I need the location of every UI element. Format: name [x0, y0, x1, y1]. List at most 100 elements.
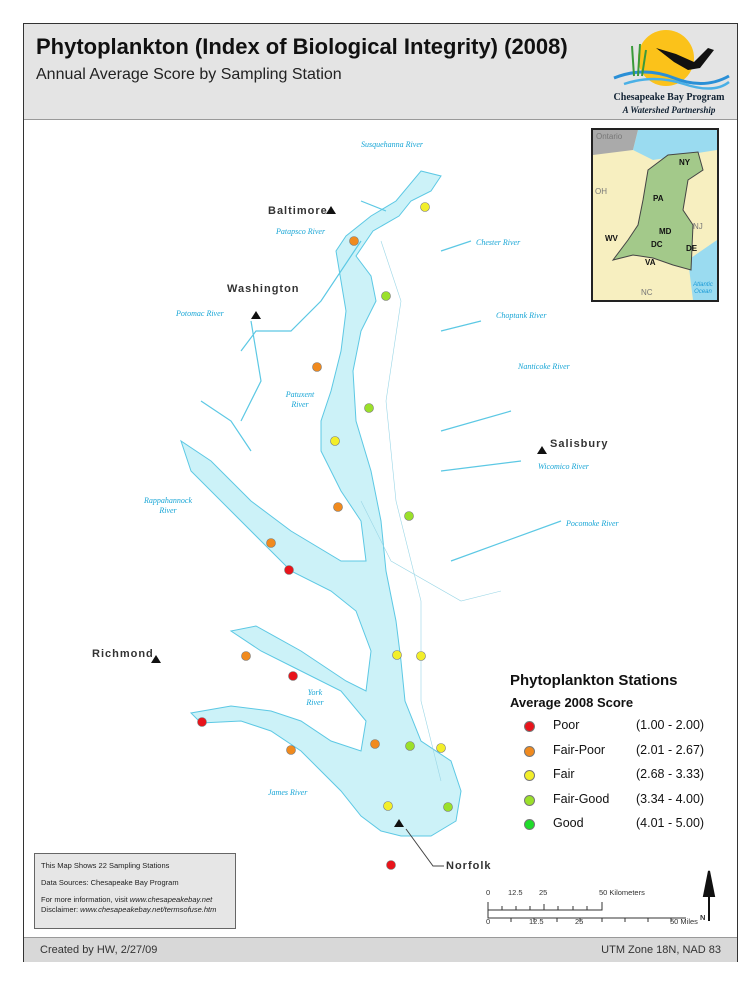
footer-projection: UTM Zone 18N, NAD 83 [601, 944, 721, 956]
north-label: N [700, 913, 706, 922]
city-label-norfolk: Norfolk [446, 860, 492, 872]
legend-class-range: (2.68 - 3.33) [636, 767, 705, 781]
city-label-richmond: Richmond [92, 648, 154, 660]
legend-class-range: (3.34 - 4.00) [636, 791, 705, 806]
inset-label-atlantic: Atlantic Ocean [693, 282, 713, 295]
river-label-york: York River [306, 688, 324, 707]
salisbury-marker-icon [537, 446, 547, 454]
legend-class-range: (2.01 - 2.67) [636, 742, 705, 757]
sampling-station-14[interactable] [288, 671, 298, 681]
legend-dot-icon [524, 745, 535, 757]
info-disclaimer-link[interactable]: www.chesapeakebay.net/termsofuse.htm [80, 905, 217, 914]
sampling-station-17[interactable] [405, 741, 415, 751]
map-title: Phytoplankton (Index of Biological Integ… [36, 34, 568, 59]
bay-map [151, 170, 716, 921]
inset-label-nj: NJ [693, 222, 703, 231]
scale-km-12: 12.5 [508, 888, 523, 897]
richmond-marker-icon [151, 655, 161, 663]
sampling-station-7[interactable] [333, 502, 343, 512]
river-label-pocomoke: Pocomoke River [566, 519, 619, 528]
legend-item-poor: Poor (1.00 - 2.00) [510, 718, 720, 743]
city-label-salisbury: Salisbury [550, 438, 609, 450]
river-label-susquehanna: Susquehanna River [361, 140, 423, 149]
baltimore-marker-icon [326, 206, 336, 214]
sampling-station-3[interactable] [381, 291, 391, 301]
legend-title: Phytoplankton Stations [510, 672, 678, 689]
scale-bar [487, 902, 686, 922]
sampling-station-6[interactable] [330, 436, 340, 446]
info-box: This Map Shows 22 Sampling Stations Data… [34, 853, 236, 929]
inset-label-va: VA [645, 258, 656, 267]
sampling-station-1[interactable] [420, 202, 430, 212]
scale-mi-25: 25 [575, 917, 584, 926]
washington-marker-icon [251, 311, 261, 319]
sampling-station-8[interactable] [404, 511, 414, 521]
legend-class-name: Fair-Poor [553, 742, 606, 757]
sampling-station-9[interactable] [266, 538, 276, 548]
info-website-link[interactable]: www.chesapeakebay.net [129, 895, 213, 904]
inset-label-wv: WV [605, 234, 618, 243]
sampling-station-5[interactable] [364, 403, 374, 413]
footer: Created by HW, 2/27/09 UTM Zone 18N, NAD… [24, 937, 737, 962]
legend-item-fair-good: Fair-Good (3.34 - 4.00) [510, 792, 720, 817]
city-label-baltimore: Baltimore [268, 205, 328, 217]
locator-inset-map: Ontario NY OH PA NJ WV MD DC DE VA NC At… [591, 128, 719, 302]
sampling-station-15[interactable] [197, 717, 207, 727]
header: Phytoplankton (Index of Biological Integ… [24, 24, 737, 120]
sampling-station-2[interactable] [349, 236, 359, 246]
legend-class-name: Poor [553, 718, 580, 732]
sampling-station-19[interactable] [286, 745, 296, 755]
legend-dot-icon [524, 770, 535, 781]
sampling-station-12[interactable] [416, 651, 426, 661]
legend-item-good: Good (4.01 - 5.00) [510, 816, 720, 841]
map-frame: Phytoplankton (Index of Biological Integ… [23, 23, 738, 962]
info-disclaimer: Disclaimer: www.chesapeakebay.net/termso… [41, 905, 216, 914]
scale-km-0: 0 [486, 888, 491, 897]
info-more-text: For more information, visit [41, 895, 130, 904]
chesapeake-bay-program-logo: Chesapeake Bay Program A Watershed Partn… [604, 26, 734, 118]
logo-line1: Chesapeake Bay Program [613, 92, 725, 103]
scale-km-25: 25 [539, 888, 548, 897]
inset-label-nc: NC [641, 288, 653, 297]
sampling-station-22[interactable] [386, 860, 396, 870]
scale-mi-12: 12.5 [529, 917, 544, 926]
info-disclaimer-text: Disclaimer: [41, 905, 81, 914]
sampling-station-21[interactable] [443, 802, 453, 812]
legend-class-name: Fair [553, 767, 575, 781]
river-label-wicomico: Wicomico River [538, 462, 589, 471]
inset-label-dc: DC [651, 240, 663, 249]
chesapeake-bay-water [180, 170, 462, 837]
map-subtitle: Annual Average Score by Sampling Station [36, 66, 342, 83]
info-data-sources: Data Sources: Chesapeake Bay Program [41, 878, 179, 887]
scale-mi-50: 50 Miles [670, 917, 698, 926]
sampling-station-20[interactable] [383, 801, 393, 811]
logo-sun-bird-icon [613, 30, 730, 90]
info-station-count: This Map Shows 22 Sampling Stations [41, 861, 170, 870]
sampling-station-18[interactable] [436, 743, 446, 753]
sampling-station-11[interactable] [392, 650, 402, 660]
river-label-potomac: Potomac River [176, 309, 224, 318]
norfolk-marker-icon [394, 819, 404, 827]
inset-label-de: DE [686, 244, 698, 253]
city-label-washington: Washington [227, 283, 300, 295]
legend-class-range: (1.00 - 2.00) [636, 718, 705, 732]
legend-dot-icon [524, 794, 535, 806]
river-label-james: James River [268, 788, 308, 797]
inset-label-pa: PA [653, 194, 664, 203]
inset-label-md: MD [659, 227, 672, 236]
sampling-station-10[interactable] [284, 565, 294, 575]
legend-class-name: Good [553, 816, 584, 830]
sampling-station-16[interactable] [370, 739, 380, 749]
river-label-patapsco: Patapsco River [276, 227, 326, 236]
sampling-station-4[interactable] [312, 362, 322, 372]
sampling-station-13[interactable] [241, 651, 251, 661]
legend-dot-icon [524, 721, 535, 732]
north-arrow-icon [702, 870, 716, 921]
river-label-rappahannock: Rappahannock River [144, 496, 192, 515]
legend-subtitle: Average 2008 Score [510, 695, 634, 710]
legend-class-name: Fair-Good [553, 791, 610, 806]
inset-label-ontario: Ontario [596, 132, 623, 141]
legend-class-range: (4.01 - 5.00) [636, 816, 705, 830]
river-label-patuxent: Patuxent River [285, 390, 315, 409]
inset-label-ny: NY [679, 158, 691, 167]
